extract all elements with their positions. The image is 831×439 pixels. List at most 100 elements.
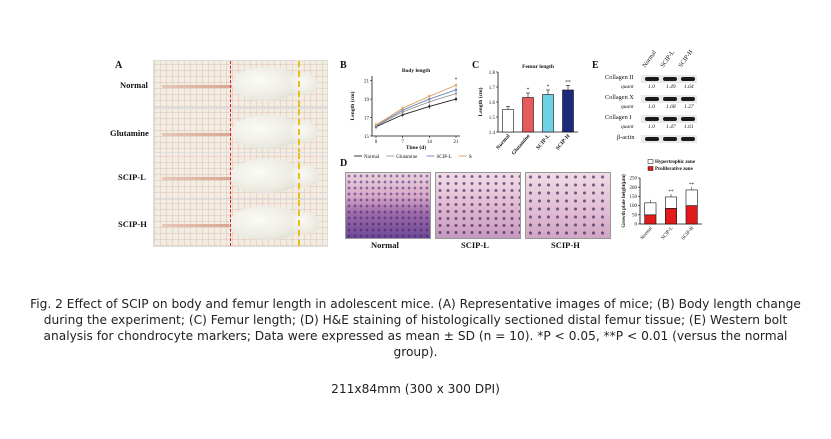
x-tick-label: 21 <box>454 140 460 145</box>
chart-title: Body length <box>402 68 430 74</box>
x-axis-label: Time (d) <box>406 144 426 151</box>
legend-label-hypertrophic-zone: Hypertrophic zone <box>655 160 696 165</box>
y-tick-label: 17 <box>364 116 370 121</box>
mouse-body <box>232 67 298 101</box>
quant-value: 1.0 <box>648 84 655 90</box>
quant-value: 1.68 <box>666 104 676 110</box>
y-tick-label: 1.7 <box>489 86 496 91</box>
mouse-photo-normal <box>153 60 328 108</box>
protein-label-actin: β-actin <box>617 134 635 141</box>
bar-proliferative-zone-scip-h <box>685 205 698 225</box>
nose-marker-line <box>298 109 300 155</box>
protein-label-collagen-x: Collagen X <box>605 94 634 101</box>
histology-image-scip-l <box>435 172 521 239</box>
blot-band <box>645 117 659 121</box>
bar-scip-h <box>562 89 574 133</box>
lane-label-normal: Normal <box>641 49 659 69</box>
blot-band <box>681 137 695 141</box>
series-line-scip-h <box>375 84 457 126</box>
data-point-glutamine <box>454 92 458 95</box>
y-tick-label: 250 <box>630 177 638 182</box>
data-point-scip-l <box>428 97 431 101</box>
legend-label-scip-l: SCIP-L <box>437 155 452 160</box>
x-tick-label: 14 <box>427 140 433 145</box>
quant-value: 1.0 <box>648 104 655 110</box>
tail-base-marker-line <box>230 61 231 107</box>
data-point-normal <box>401 113 404 116</box>
mouse-photo-glutamine <box>153 108 328 156</box>
data-point-scip-h <box>401 107 404 110</box>
blot-strip-collagen-i <box>641 115 697 123</box>
significance-marker-glutamine: * <box>527 87 530 93</box>
bar-proliferative-zone-scip-l <box>665 208 677 225</box>
y-axis-label: Growth plate height(μm) <box>622 174 627 228</box>
mouse-row-label-normal: Normal <box>120 80 148 90</box>
data-point-scip-h <box>428 95 431 98</box>
quant-label: quant <box>621 104 634 110</box>
blot-strip-collagen-ii <box>641 75 697 83</box>
y-tick-label: 50 <box>632 213 638 218</box>
nose-marker-line <box>298 61 300 107</box>
quant-value: 1.49 <box>666 84 676 90</box>
y-tick-label: 1.4 <box>489 131 496 136</box>
chart-title: Femur length <box>522 64 554 70</box>
x-tick-label-scip-h: SCIP-H <box>555 133 572 152</box>
tail-base-marker-line <box>230 109 231 155</box>
quant-label: quant <box>621 124 634 130</box>
mouse-body <box>229 206 302 240</box>
series-line-normal <box>375 98 457 128</box>
significance-marker-scip-h: ** <box>565 80 571 86</box>
blot-band <box>645 137 659 141</box>
legend-swatch-hypertrophic-zone <box>647 159 654 164</box>
significance-marker: * <box>455 77 458 83</box>
mouse-photo-scip-h <box>153 199 328 247</box>
x-tick-label-scip-h: SCIP-H <box>681 226 695 242</box>
y-tick-label: 100 <box>630 204 638 209</box>
blot-band <box>663 97 677 101</box>
mouse-row-label-scip-h: SCIP-H <box>118 219 147 229</box>
quant-value: 1.27 <box>684 104 694 110</box>
bar-hypertrophic-zone-scip-h <box>685 189 698 206</box>
blot-band <box>663 137 677 141</box>
data-point-normal <box>454 97 458 101</box>
x-tick-label-normal: Normal <box>640 226 654 241</box>
y-tick-label: 15 <box>364 135 370 140</box>
significance-marker-scip-h: ** <box>689 183 695 188</box>
quant-value: 1.0 <box>648 124 655 130</box>
y-tick-label: 19 <box>364 98 370 103</box>
x-tick-label-scip-l: SCIP-L <box>661 226 675 241</box>
legend-swatch-proliferative-zone <box>647 166 654 171</box>
body-length-chart: Body length 15 17 19 21 0 7 14 21 Time (d) Length … <box>349 68 472 160</box>
figure-size-note: 211x84mm (300 x 300 DPI) <box>331 382 500 396</box>
legend-label-proliferative-zone: Proliferative zone <box>655 167 694 172</box>
blot-band <box>681 77 695 81</box>
x-tick-label-normal: Normal <box>495 133 511 151</box>
femur-length-chart: Femur length 1.4 1.5 1.6 1.7 1.8 Length (cm) No… <box>477 64 578 156</box>
y-tick-label: 21 <box>364 79 370 84</box>
nose-marker-line <box>298 153 300 199</box>
mouse-tail <box>162 133 232 136</box>
y-tick-label: 200 <box>630 186 638 191</box>
y-tick-label: 1.5 <box>489 116 496 121</box>
lane-label-scip-h: SCIP-H <box>677 48 695 69</box>
legend-label-glutamine: Glutamine <box>396 155 418 160</box>
y-tick-label: 1.6 <box>489 101 496 106</box>
significance-marker-scip-l: * <box>547 84 550 90</box>
data-point-scip-h <box>454 84 458 87</box>
data-point-scip-h <box>374 123 378 127</box>
histology-label-normal: Normal <box>371 240 399 250</box>
histology-image-normal <box>345 172 431 239</box>
bar-hypertrophic-zone-normal <box>644 202 657 216</box>
x-tick-label: 7 <box>401 140 404 145</box>
series-line-glutamine <box>375 93 457 127</box>
panel-c-label: C <box>472 60 480 71</box>
blot-band <box>645 97 659 101</box>
quant-value: 1.61 <box>684 124 694 130</box>
bar-proliferative-zone-normal <box>644 214 657 225</box>
mouse-head <box>290 165 319 187</box>
data-point-glutamine <box>428 100 431 104</box>
blot-band <box>681 97 695 101</box>
figure-caption: Fig. 2 Effect of SCIP on body and femur … <box>30 297 801 359</box>
y-tick-label: 0 <box>635 223 638 228</box>
significance-marker-scip-l: ** <box>669 190 675 195</box>
